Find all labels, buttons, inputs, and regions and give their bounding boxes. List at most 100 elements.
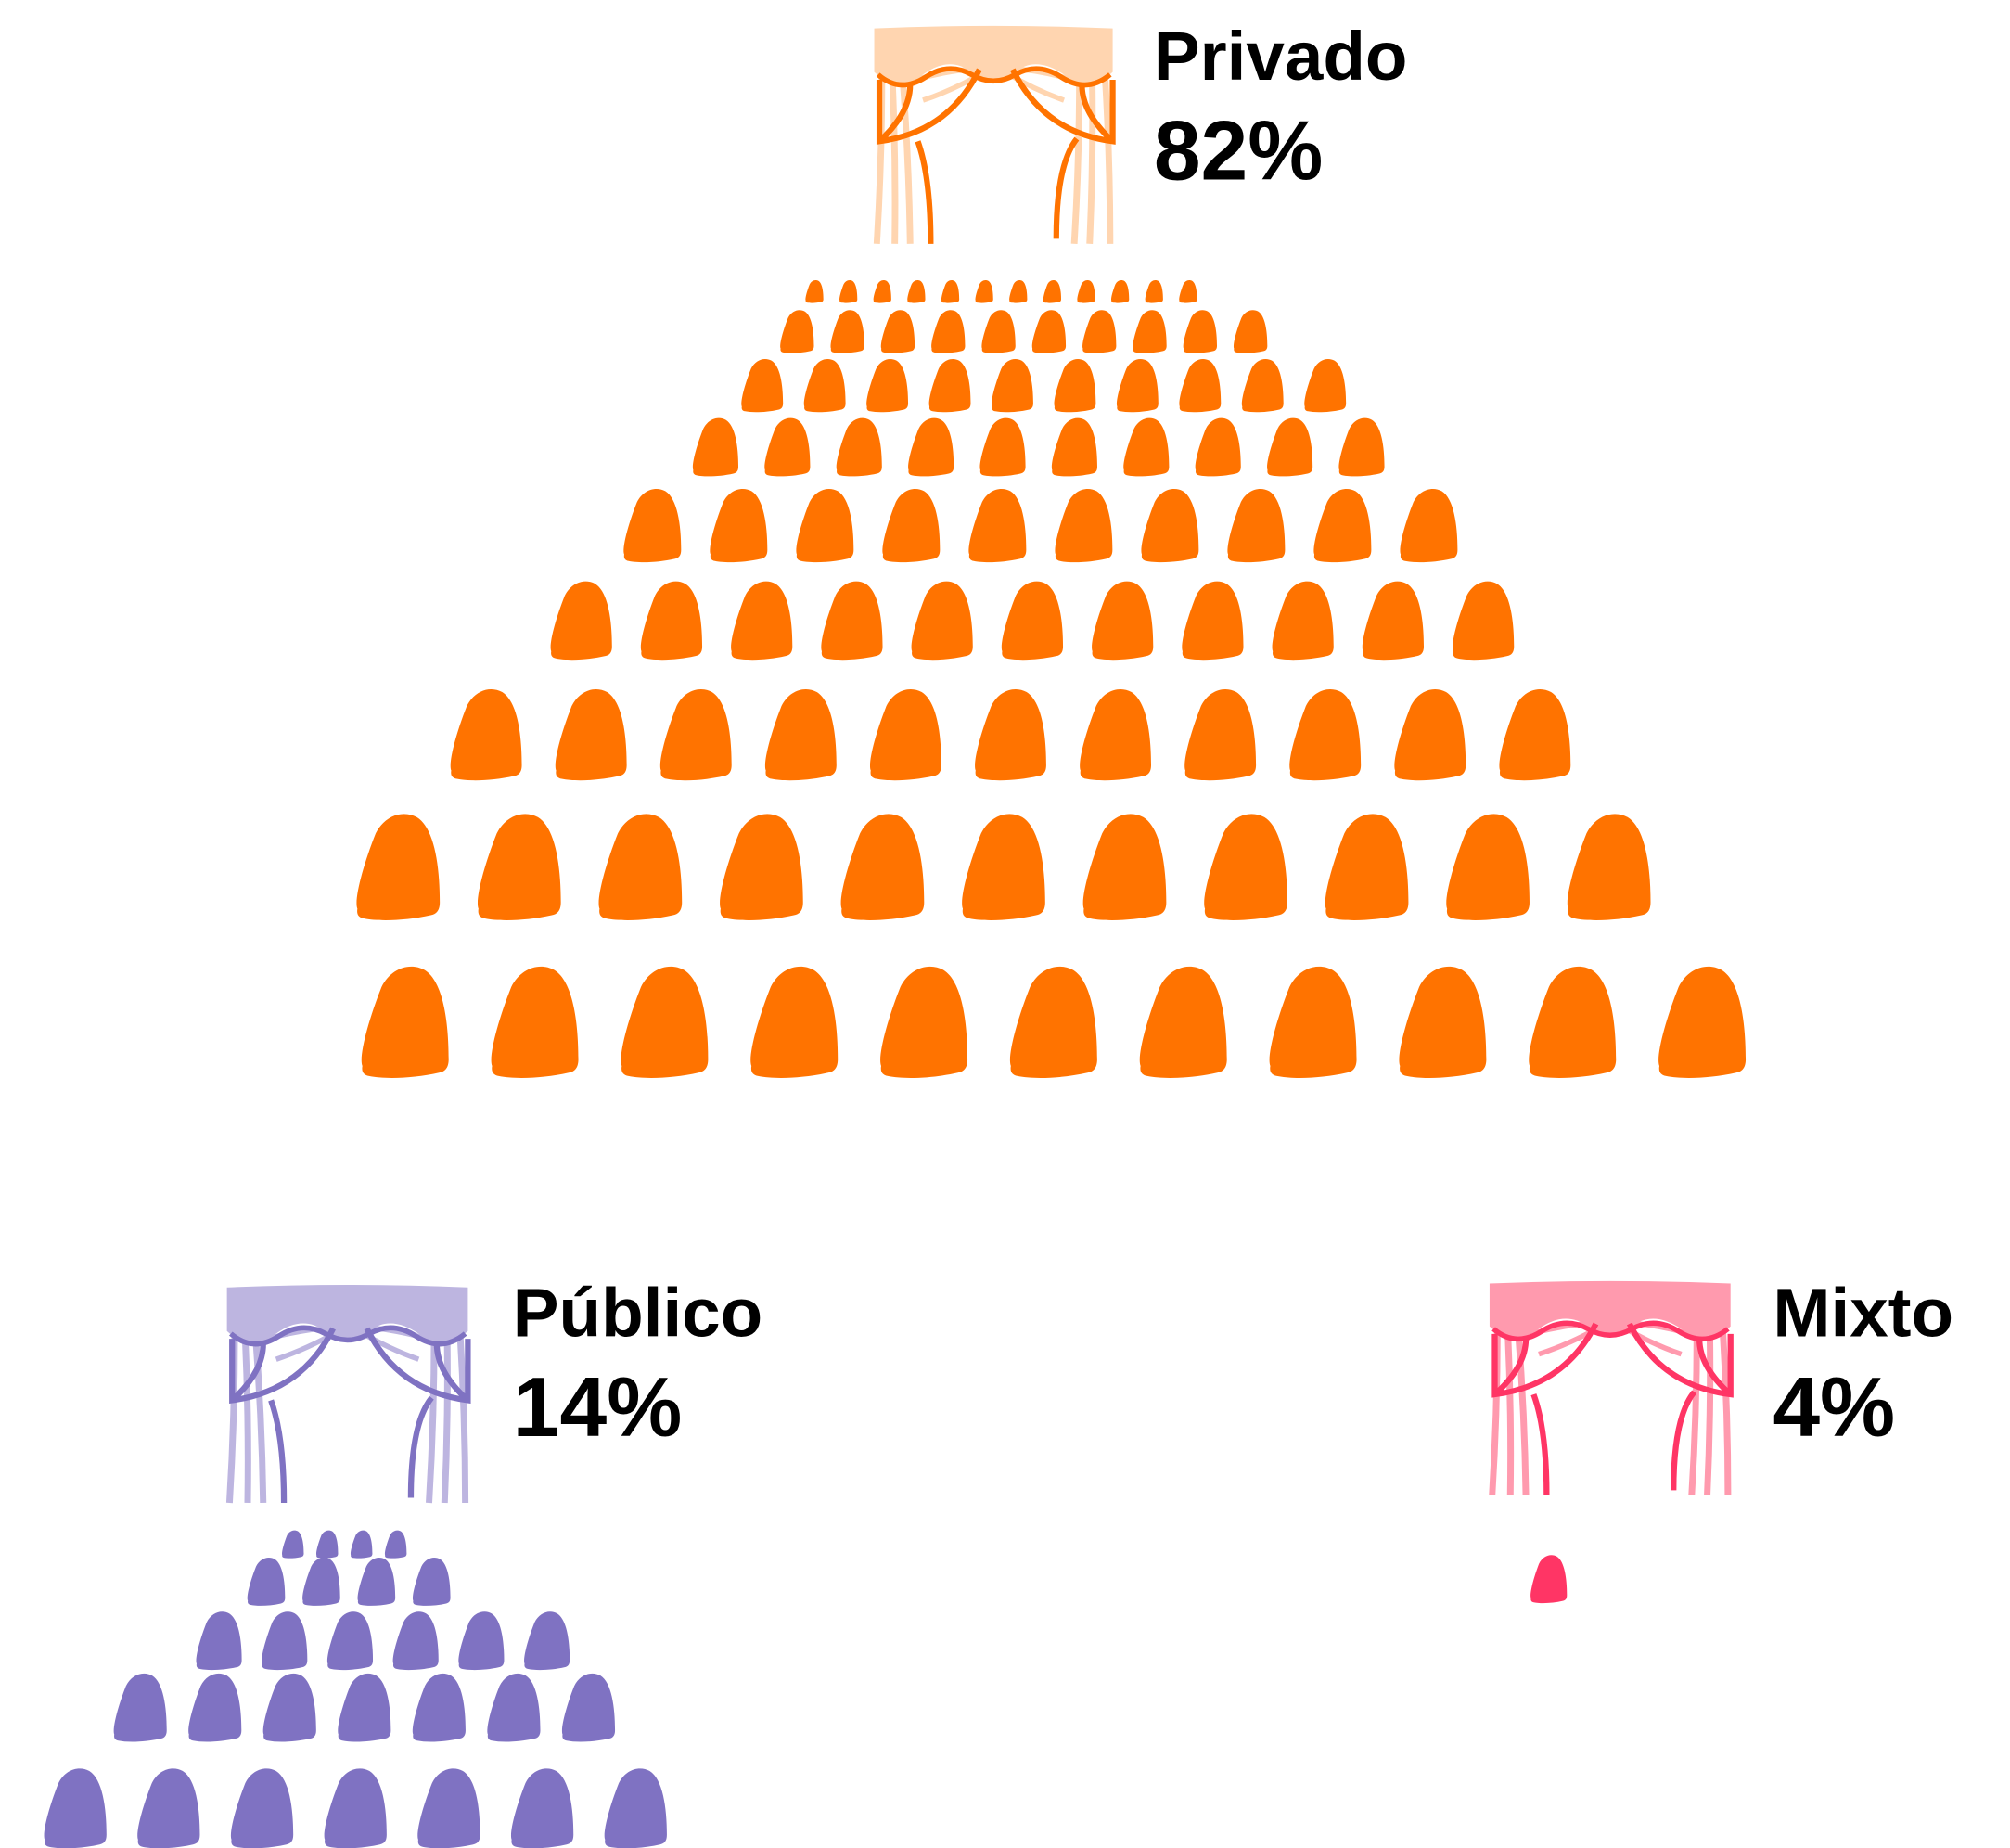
seat (1399, 966, 1487, 1078)
value-label: 14% (513, 1360, 683, 1455)
seat (1031, 310, 1067, 353)
category-label: Mixto (1773, 1273, 1953, 1351)
drape (1010, 68, 1116, 239)
drape-line (426, 1333, 438, 1504)
seat (928, 358, 971, 413)
drape-line (1515, 1328, 1530, 1495)
seat (1272, 581, 1334, 661)
seat (282, 1530, 304, 1559)
pelmet-edge (876, 66, 1112, 88)
seat (1145, 280, 1163, 303)
seat (1141, 488, 1199, 563)
seats (356, 280, 1747, 1078)
drape-line (899, 74, 914, 244)
seat (1267, 417, 1313, 477)
group: Mixto 4% (1489, 1273, 1953, 1604)
drape-line (251, 1333, 267, 1504)
drape (1626, 1322, 1734, 1491)
curtain (873, 25, 1116, 245)
seat (1184, 688, 1257, 781)
seat (1204, 814, 1287, 920)
seat (458, 1611, 505, 1671)
seat (361, 966, 449, 1078)
seat (621, 966, 709, 1078)
seat (196, 1611, 242, 1671)
seat (1009, 280, 1028, 303)
seat (1133, 310, 1167, 353)
seat (882, 488, 941, 563)
seat (1082, 310, 1117, 353)
seat (1111, 280, 1130, 303)
seat (839, 280, 858, 303)
drape-line (889, 74, 899, 244)
seat (692, 417, 739, 477)
seat (1092, 581, 1154, 661)
seat (764, 688, 837, 781)
seat (1530, 1555, 1568, 1604)
seat (1009, 966, 1097, 1078)
seat (975, 688, 1046, 781)
seat (1529, 966, 1617, 1078)
seat (247, 1558, 286, 1606)
drape-line (1070, 74, 1083, 245)
seat (623, 488, 682, 563)
seat (350, 1530, 373, 1559)
seat (1446, 814, 1530, 920)
curtain (1489, 1280, 1734, 1495)
pelmet (226, 1285, 468, 1343)
seat (1054, 358, 1096, 413)
seat (1658, 966, 1747, 1078)
drape-line (1688, 1328, 1700, 1495)
drape (1491, 1322, 1599, 1495)
seat (866, 358, 909, 413)
drape-line (441, 1333, 451, 1504)
seat (262, 1673, 316, 1742)
seat (1269, 966, 1357, 1078)
pelmet (874, 25, 1113, 84)
seat (1139, 966, 1227, 1078)
seat (357, 1558, 396, 1606)
category-label: Privado (1154, 17, 1408, 95)
seat (1195, 417, 1241, 477)
seat (750, 966, 839, 1078)
seat (392, 1611, 439, 1671)
seat (1051, 417, 1097, 477)
seat (1234, 310, 1268, 353)
seat (911, 581, 973, 661)
seat (830, 310, 864, 353)
seat (640, 581, 703, 661)
seat (720, 814, 803, 920)
seat (315, 1530, 339, 1559)
seat (326, 1611, 374, 1671)
seat (1179, 358, 1222, 413)
seat (1183, 310, 1218, 353)
pelmet-edge (228, 1325, 467, 1347)
seat (1394, 688, 1466, 781)
seat (907, 280, 926, 303)
category-label: Público (513, 1273, 762, 1351)
seat (805, 280, 824, 303)
seat (1082, 814, 1167, 920)
drape-line (1086, 74, 1096, 244)
seat (338, 1673, 391, 1742)
drape-line (456, 1333, 469, 1503)
seat (840, 814, 925, 920)
seat (1325, 814, 1409, 920)
curtain (225, 1285, 471, 1504)
seat (324, 1768, 387, 1848)
seat (992, 358, 1033, 413)
seat (44, 1768, 107, 1848)
seat (1313, 488, 1372, 563)
pelmet (1489, 1280, 1731, 1339)
seat (880, 966, 968, 1078)
seat (741, 358, 784, 413)
seat (1043, 280, 1062, 303)
seat (764, 417, 811, 477)
seat (796, 488, 854, 563)
seat (836, 417, 882, 477)
seat (417, 1768, 480, 1848)
seat (1400, 488, 1458, 563)
seat (1453, 581, 1515, 661)
value-label: 4% (1773, 1360, 1895, 1455)
